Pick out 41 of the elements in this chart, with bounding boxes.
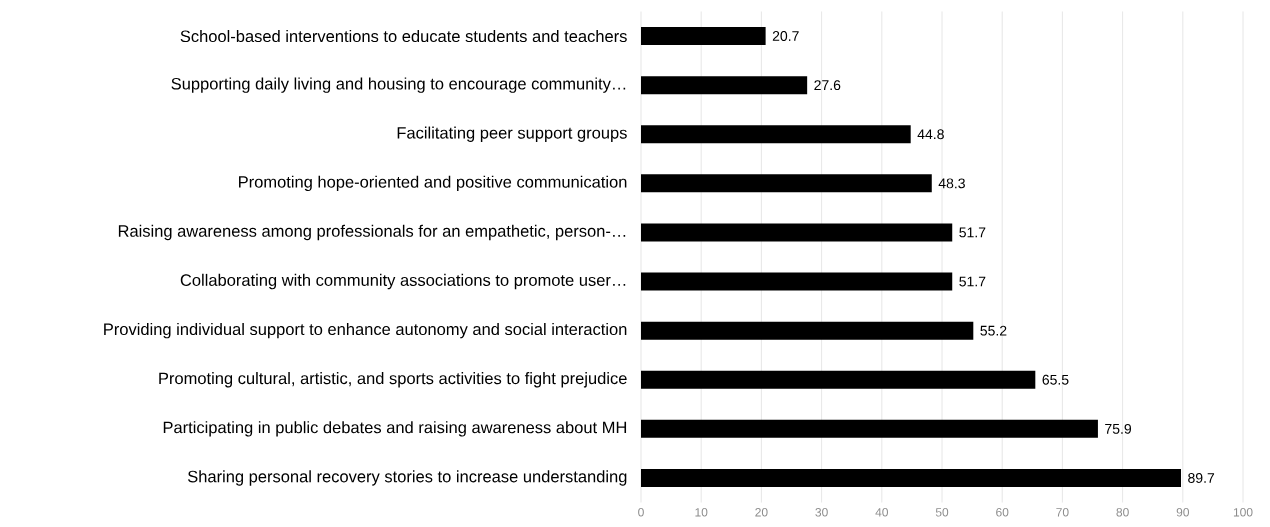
y-tick-label: Facilitating peer support groups	[397, 126, 627, 142]
bar	[641, 468, 1181, 487]
data-label: 51.7	[959, 227, 986, 238]
x-tick-label: 10	[695, 508, 708, 517]
bar	[641, 272, 953, 291]
bar	[641, 174, 932, 193]
data-label: 75.9	[1105, 423, 1132, 434]
bar	[641, 370, 1036, 389]
data-label: 65.5	[1042, 374, 1069, 385]
data-label: 20.7	[772, 31, 799, 42]
data-label: 27.6	[814, 80, 841, 91]
bar	[641, 419, 1098, 438]
data-label: 44.8	[917, 129, 944, 140]
x-tick-label: 70	[1056, 508, 1069, 517]
bar	[641, 125, 911, 144]
x-tick-label: 90	[1176, 508, 1190, 517]
y-tick-label: Promoting hope-oriented and positive communication	[239, 175, 627, 192]
data-label: 55.2	[980, 325, 1007, 336]
bar	[641, 321, 974, 340]
data-label: 89.7	[1188, 472, 1215, 483]
x-tick-label: 50	[935, 508, 949, 517]
y-tick-label: Sharing personal recovery stories to increase understanding	[187, 470, 627, 486]
x-tick-label: 100	[1233, 508, 1253, 517]
bar	[641, 223, 953, 242]
y-tick-label: Supporting daily living and housing to encourage community…	[171, 77, 626, 93]
y-tick-label: Providing individual support to enhance autonomy and social interaction	[104, 322, 627, 339]
x-tick-label: 20	[755, 508, 768, 517]
x-tick-label: 30	[815, 508, 828, 517]
y-tick-label: School-based interventions to educate students and teachers	[180, 29, 627, 43]
y-tick-label: Collaborating with community associations to promote user…	[180, 273, 626, 290]
data-label: 48.3	[938, 178, 965, 189]
x-tick-label: 80	[1116, 508, 1129, 517]
bar	[641, 76, 808, 95]
bar	[641, 27, 766, 46]
data-label: 51.7	[959, 276, 986, 287]
x-tick-label: 0	[638, 508, 644, 517]
x-tick-label: 40	[875, 508, 889, 517]
y-tick-label: Participating in public debates and raising awareness about MH	[163, 421, 627, 437]
y-tick-label: Promoting cultural, artistic, and sports activities to fight prejudice	[159, 372, 627, 388]
y-tick-label: Raising awareness among professionals for an empathetic, person-…	[118, 224, 626, 241]
x-tick-label: 60	[996, 508, 1009, 517]
